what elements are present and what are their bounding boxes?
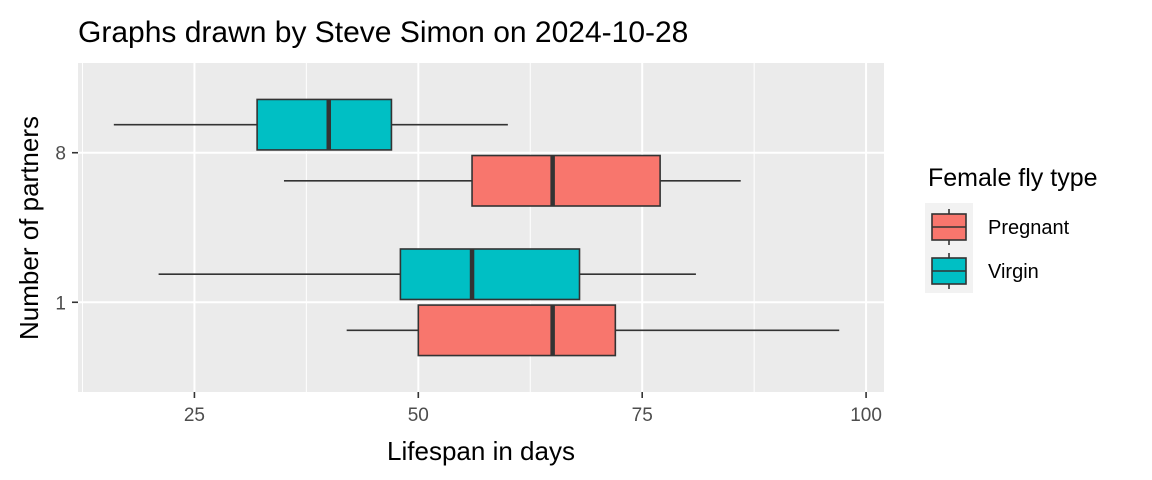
y-axis-title: Number of partners bbox=[14, 116, 44, 340]
legend-entry-pregnant: Pregnant bbox=[931, 209, 1070, 245]
legend-title: Female fly type bbox=[928, 164, 1098, 192]
x-axis-title: Lifespan in days bbox=[387, 436, 575, 466]
x-tick-label: 100 bbox=[850, 405, 882, 426]
y-tick-label: 1 bbox=[55, 293, 66, 314]
grid-lines bbox=[78, 63, 884, 392]
box-layer bbox=[113, 98, 840, 357]
box-iqr bbox=[417, 304, 617, 357]
x-tick-label: 50 bbox=[408, 405, 429, 426]
x-tick-label: 25 bbox=[184, 405, 205, 426]
box-virgin-8 bbox=[113, 98, 508, 151]
legend: Female fly type Pregnant Virgin bbox=[925, 164, 1098, 293]
legend-label: Pregnant bbox=[988, 217, 1070, 239]
box-pregnant-1 bbox=[346, 304, 840, 357]
box-iqr bbox=[471, 154, 661, 207]
legend-label: Virgin bbox=[988, 261, 1039, 283]
axes: 25 50 75 100 1 8 bbox=[55, 144, 882, 426]
box-pregnant-8 bbox=[283, 154, 741, 207]
x-tick-label: 75 bbox=[632, 405, 653, 426]
chart-title: Graphs drawn by Steve Simon on 2024-10-2… bbox=[78, 16, 688, 49]
y-tick-label: 8 bbox=[55, 144, 66, 165]
box-virgin-1 bbox=[158, 248, 696, 301]
box-iqr bbox=[399, 248, 581, 301]
box-iqr bbox=[256, 98, 393, 151]
legend-entry-virgin: Virgin bbox=[931, 253, 1039, 289]
